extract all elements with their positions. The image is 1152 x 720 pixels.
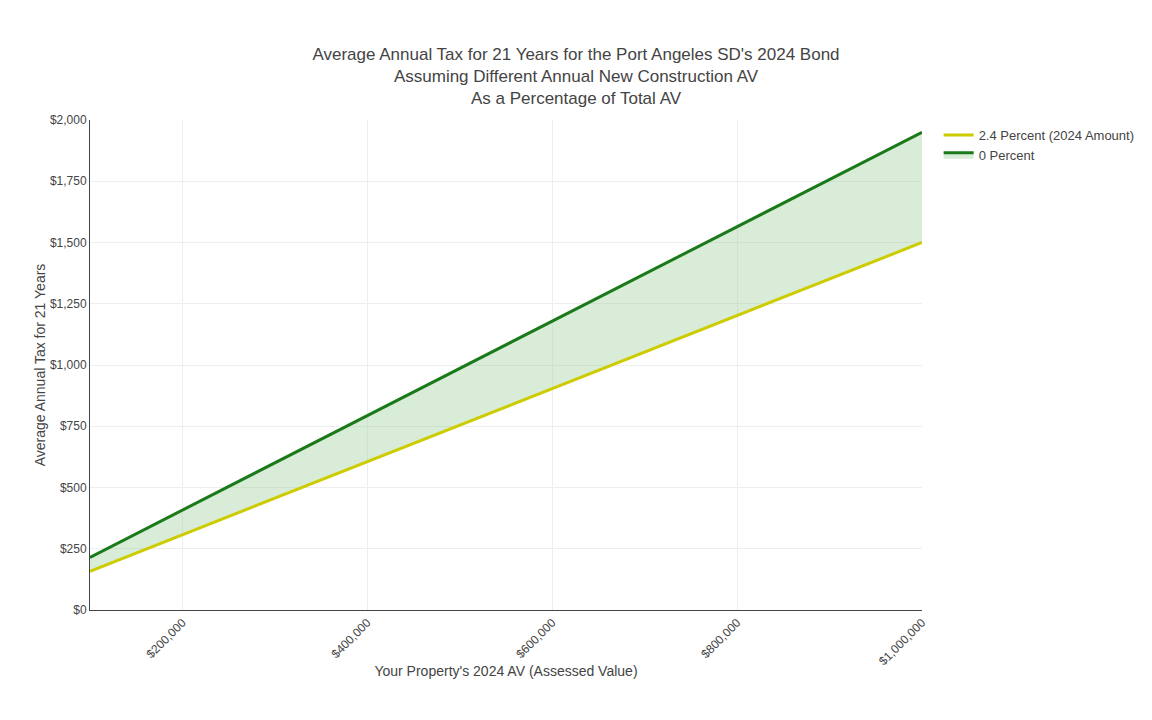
svg-text:0 Percent: 0 Percent <box>979 148 1035 163</box>
svg-text:$1,000,000: $1,000,000 <box>876 616 929 669</box>
svg-text:$2,000: $2,000 <box>50 113 87 127</box>
svg-text:$600,000: $600,000 <box>513 616 559 662</box>
svg-text:$400,000: $400,000 <box>328 616 374 662</box>
svg-text:$1,750: $1,750 <box>50 174 87 188</box>
svg-text:Your Property's 2024 AV (Asses: Your Property's 2024 AV (Assessed Value) <box>374 663 637 679</box>
svg-text:$200,000: $200,000 <box>144 616 190 662</box>
svg-text:$250: $250 <box>60 542 87 556</box>
svg-text:Average Annual Tax for 21 Year: Average Annual Tax for 21 Years for the … <box>312 45 839 108</box>
svg-text:$750: $750 <box>60 419 87 433</box>
svg-text:$1,250: $1,250 <box>50 297 87 311</box>
svg-text:$800,000: $800,000 <box>698 616 744 662</box>
svg-text:$0: $0 <box>73 603 87 617</box>
svg-text:2.4 Percent (2024 Amount): 2.4 Percent (2024 Amount) <box>979 128 1134 143</box>
svg-text:$500: $500 <box>60 481 87 495</box>
svg-text:$1,500: $1,500 <box>50 236 87 250</box>
svg-text:Average Annual Tax for 21 Year: Average Annual Tax for 21 Years <box>32 264 48 467</box>
svg-text:$1,000: $1,000 <box>50 358 87 372</box>
